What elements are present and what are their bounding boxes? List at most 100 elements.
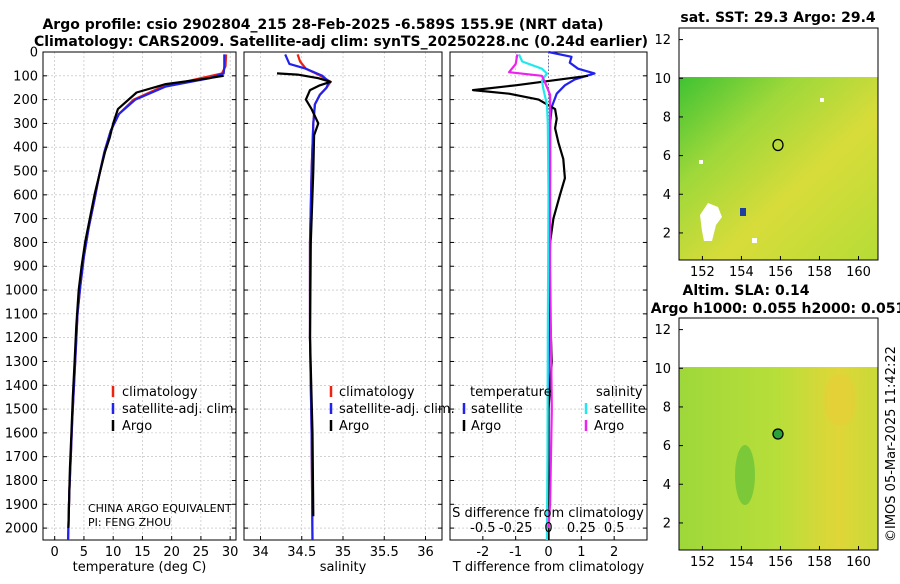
figure-title-line1: Argo profile: csio 2902804_215 28-Feb-20… — [42, 17, 603, 33]
map-x-tick-label: 160 — [846, 265, 871, 280]
y-tick-label: 2000 — [5, 522, 38, 537]
axes-frame — [42, 51, 237, 541]
legend-label-temp-argo: Argo — [471, 419, 501, 434]
sla-map-title-line2: Argo h1000: 0.055 h2000: 0.051 — [651, 301, 900, 317]
top-tick-label: 0.5 — [604, 521, 625, 536]
sla-map-frame — [678, 317, 879, 551]
map-x-tick-label: 156 — [768, 555, 793, 570]
x-tick-label: -2 — [476, 545, 489, 560]
pi-annotation: PI: FENG ZHOU — [88, 516, 171, 529]
sla-map-ticks: 152 154 156 158 160 2 4 6 8 10 12 — [654, 323, 870, 570]
y-tick-label: 1200 — [5, 331, 38, 346]
y-tick-label: 1600 — [5, 426, 38, 441]
x-tick-label: -1 — [509, 545, 522, 560]
y-tick-label: 400 — [13, 141, 38, 156]
legend-label-temp-satellite: satellite — [471, 402, 523, 417]
sst-map-cloud-gap — [700, 203, 722, 241]
legend-label-sal-satellite: satellite — [594, 402, 646, 417]
map-y-tick-label: 10 — [654, 72, 671, 87]
x-tick-label: 36 — [417, 545, 434, 560]
y-tick-label: 500 — [13, 165, 38, 180]
salinity-panel: 34 34.5 35 35.5 36 salinity — [243, 51, 443, 575]
y-tick-label: 0 — [30, 46, 38, 61]
map-y-tick-label: 4 — [663, 478, 671, 493]
legend-title-temperature: temperature — [470, 385, 552, 400]
map-y-tick-label: 12 — [654, 33, 671, 48]
sst-map-cloud-gap-4 — [820, 98, 824, 102]
series-line-salinity-satellite — [517, 53, 550, 541]
map-y-tick-label: 6 — [663, 149, 671, 164]
x-tick-label: 2 — [610, 545, 618, 560]
series-line-argo — [67, 74, 224, 529]
series-line-salinity-argo — [508, 54, 553, 529]
y-tick-label: 700 — [13, 212, 38, 227]
map-y-tick-label: 12 — [654, 323, 671, 338]
x-tick-label: 34.5 — [287, 545, 316, 560]
map-x-tick-label: 160 — [846, 555, 871, 570]
sla-map-title-line1: Altim. SLA: 0.14 — [682, 283, 809, 299]
x-tick-label: 35.5 — [370, 545, 399, 560]
x-tick-label: 34 — [252, 545, 269, 560]
map-x-tick-label: 158 — [807, 265, 832, 280]
figure-title-line2: Climatology: CARS2009. Satellite-adj cli… — [34, 34, 648, 50]
x-tick-label: 10 — [105, 545, 122, 560]
temperature-panel: 0100200300400500600700800900100011001200… — [5, 46, 239, 576]
series-line-satellite-adj-clim — [284, 53, 331, 541]
y-tick-label: 1900 — [5, 498, 38, 513]
institution-annotation: CHINA ARGO EQUIVALENT — [88, 502, 232, 515]
sla-map-low-patch — [735, 445, 755, 505]
difference-legend: temperature salinity satellite Argo sate… — [462, 385, 646, 434]
map-x-tick-label: 156 — [768, 265, 793, 280]
map-x-tick-label: 158 — [807, 555, 832, 570]
legend-label-argo: Argo — [339, 419, 369, 434]
legend-title-salinity: salinity — [596, 385, 643, 400]
x-tick-label: 35 — [335, 545, 352, 560]
map-x-tick-label: 154 — [729, 265, 754, 280]
x-tick-label: 0 — [51, 545, 59, 560]
y-tick-label: 1400 — [5, 379, 38, 394]
x-axis-label: salinity — [320, 560, 367, 575]
x-tick-label: 30 — [222, 545, 239, 560]
sst-map-ticks: 152 154 156 158 160 2 4 6 8 10 12 — [654, 33, 870, 280]
sst-map-land-fleck — [740, 208, 746, 216]
y-tick-label: 1500 — [5, 403, 38, 418]
sla-map-float-marker — [772, 428, 784, 440]
x-tick-label: 20 — [163, 545, 180, 560]
difference-panel: -2 -1 0 1 2T difference from climatology — [449, 50, 648, 575]
x-tick-label: 25 — [193, 545, 210, 560]
sla-map-high-patch — [824, 374, 856, 426]
top-tick-label: 0.25 — [567, 521, 596, 536]
x-tick-label: 15 — [134, 545, 151, 560]
sst-map-cloud-gap-3 — [752, 238, 757, 243]
sst-map-float-marker — [772, 138, 784, 152]
y-tick-label: 800 — [13, 236, 38, 251]
map-y-tick-label: 10 — [654, 362, 671, 377]
top-tick-label: -0.25 — [499, 521, 533, 536]
sst-map-panel: sat. SST: 29.3 Argo: 29.4 152 154 156 158 16… — [654, 10, 879, 280]
x-axis-label: T difference from climatology — [452, 560, 645, 575]
map-y-tick-label: 6 — [663, 439, 671, 454]
legend-label-climatology: climatology — [122, 385, 198, 400]
series-line-argo — [276, 72, 332, 517]
legend-label-satellite: satellite-adj. clim. — [122, 402, 238, 417]
map-x-tick-label: 152 — [690, 555, 715, 570]
map-x-tick-label: 152 — [690, 265, 715, 280]
y-tick-label: 300 — [13, 117, 38, 132]
map-y-tick-label: 2 — [663, 226, 671, 241]
sla-map-panel: Altim. SLA: 0.14 Argo h1000: 0.055 h2000… — [651, 283, 900, 570]
legend-label-climatology: climatology — [339, 385, 415, 400]
y-tick-label: 100 — [13, 69, 38, 84]
legend-label-satellite: satellite-adj. clim. — [339, 402, 455, 417]
top-tick-label: -0.5 — [470, 521, 495, 536]
map-x-tick-label: 154 — [729, 555, 754, 570]
x-tick-label: 5 — [80, 545, 88, 560]
y-tick-label: 1100 — [5, 307, 38, 322]
sst-map-frame — [678, 27, 879, 261]
legend-label-sal-argo: Argo — [594, 419, 624, 434]
x-axis-label: temperature (deg C) — [73, 560, 207, 575]
map-y-tick-label: 8 — [663, 110, 671, 125]
legend-label-argo: Argo — [122, 419, 152, 434]
y-tick-label: 900 — [13, 260, 38, 275]
y-tick-label: 1700 — [5, 450, 38, 465]
